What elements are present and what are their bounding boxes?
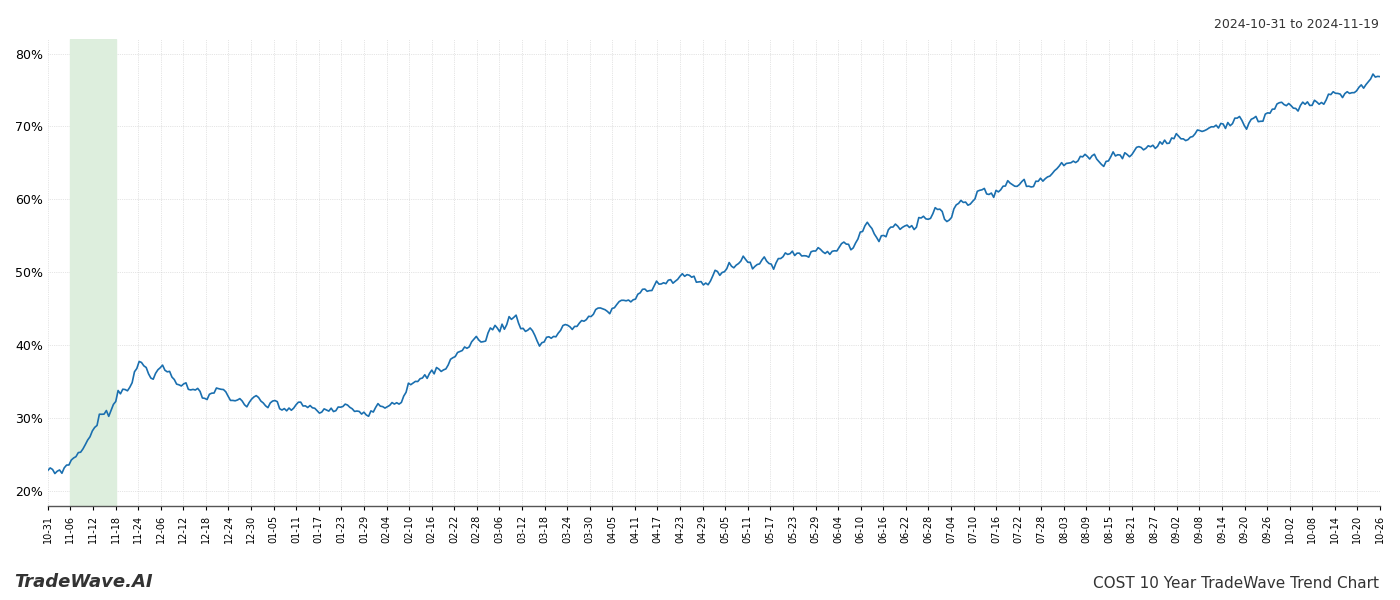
Bar	[70, 39, 116, 506]
Text: COST 10 Year TradeWave Trend Chart: COST 10 Year TradeWave Trend Chart	[1093, 576, 1379, 591]
Text: TradeWave.AI: TradeWave.AI	[14, 573, 153, 591]
Text: 2024-10-31 to 2024-11-19: 2024-10-31 to 2024-11-19	[1214, 18, 1379, 31]
